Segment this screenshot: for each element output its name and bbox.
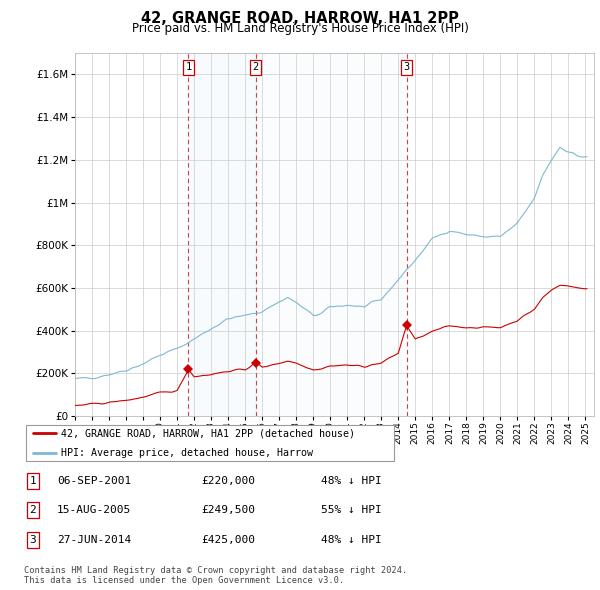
Text: 2: 2 — [29, 506, 37, 515]
Text: 42, GRANGE ROAD, HARROW, HA1 2PP (detached house): 42, GRANGE ROAD, HARROW, HA1 2PP (detach… — [61, 428, 355, 438]
Text: 48% ↓ HPI: 48% ↓ HPI — [321, 476, 382, 486]
Bar — [188, 53, 256, 416]
Text: 1: 1 — [29, 476, 37, 486]
Text: 3: 3 — [29, 535, 37, 545]
Bar — [256, 53, 407, 416]
Text: 55% ↓ HPI: 55% ↓ HPI — [321, 506, 382, 515]
FancyBboxPatch shape — [26, 425, 394, 461]
Text: 48% ↓ HPI: 48% ↓ HPI — [321, 535, 382, 545]
Text: 06-SEP-2001: 06-SEP-2001 — [57, 476, 131, 486]
Text: 42, GRANGE ROAD, HARROW, HA1 2PP: 42, GRANGE ROAD, HARROW, HA1 2PP — [141, 11, 459, 25]
Text: Contains HM Land Registry data © Crown copyright and database right 2024.
This d: Contains HM Land Registry data © Crown c… — [24, 566, 407, 585]
Text: 27-JUN-2014: 27-JUN-2014 — [57, 535, 131, 545]
Text: £220,000: £220,000 — [201, 476, 255, 486]
Text: 3: 3 — [404, 62, 410, 72]
Text: 2: 2 — [253, 62, 259, 72]
Text: £249,500: £249,500 — [201, 506, 255, 515]
Text: £425,000: £425,000 — [201, 535, 255, 545]
Text: 15-AUG-2005: 15-AUG-2005 — [57, 506, 131, 515]
Text: 1: 1 — [185, 62, 191, 72]
Text: HPI: Average price, detached house, Harrow: HPI: Average price, detached house, Harr… — [61, 448, 313, 458]
Text: Price paid vs. HM Land Registry's House Price Index (HPI): Price paid vs. HM Land Registry's House … — [131, 22, 469, 35]
